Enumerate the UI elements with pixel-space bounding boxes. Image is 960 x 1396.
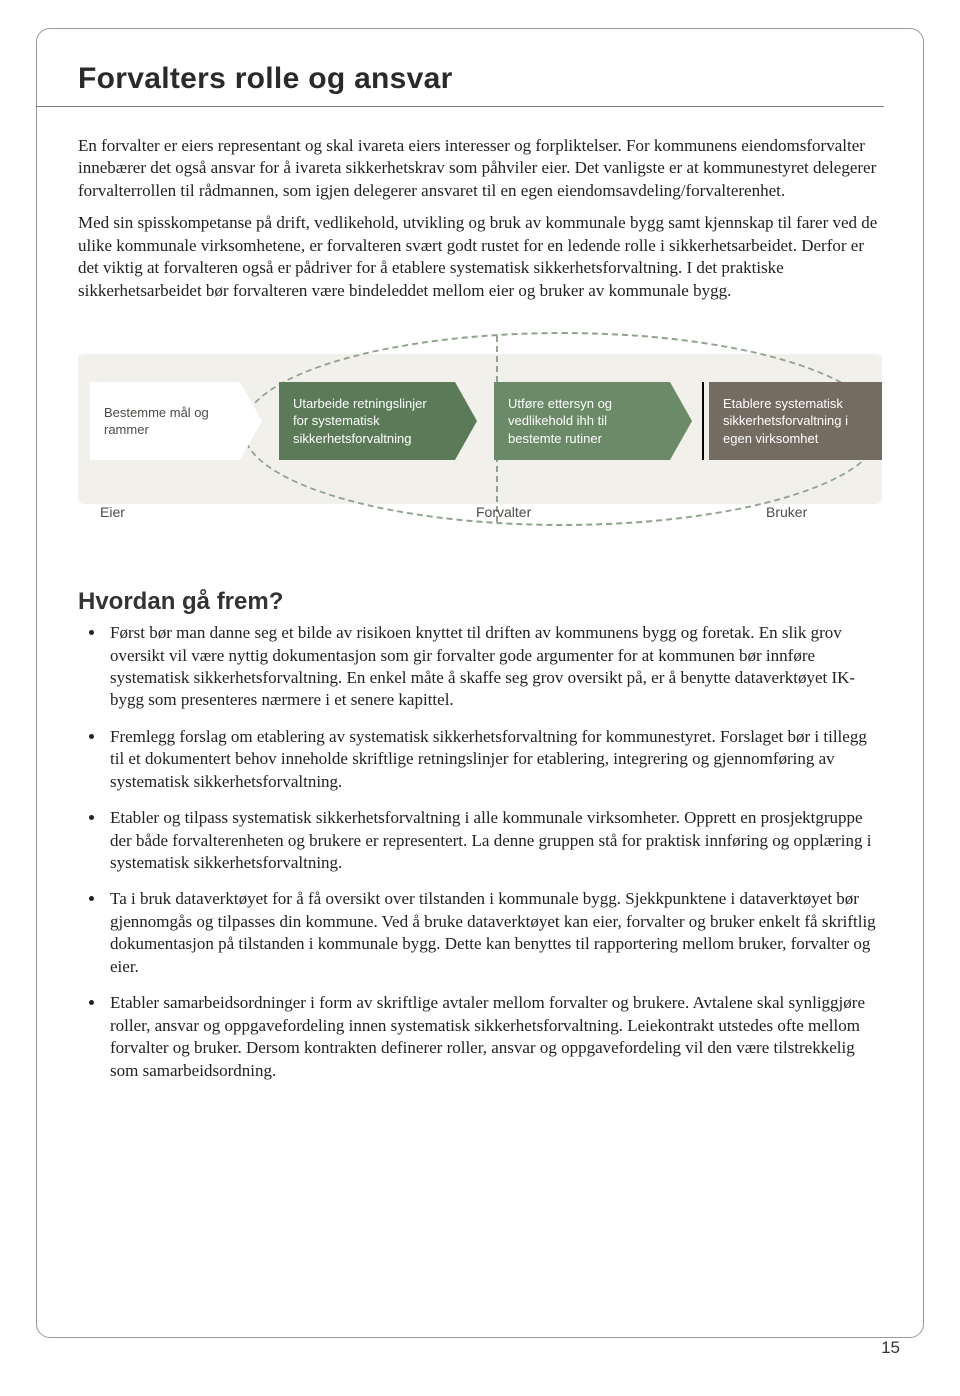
section-heading: Hvordan gå frem? (78, 588, 882, 616)
steps-list-item: Først bør man danne seg et bilde av risi… (106, 622, 882, 712)
diagram-node-3-text: Utføre ettersyn og vedlikehold ihh til b… (508, 395, 652, 448)
diagram-label-forvalter: Forvalter (476, 504, 531, 520)
chevron-3 (670, 382, 692, 460)
diagram-node-4: Etablere systematisk sikkerhetsforvaltni… (709, 382, 882, 460)
diagram-node-4-text: Etablere systematisk sikkerhetsforvaltni… (723, 395, 864, 448)
intro-paragraph-2: Med sin spisskompetanse på drift, vedlik… (78, 212, 882, 302)
steps-list-item: Etabler og tilpass systematisk sikkerhet… (106, 807, 882, 874)
diagram-node-4-divider (702, 382, 704, 460)
steps-list-item: Etabler samarbeidsordninger i form av sk… (106, 992, 882, 1082)
chevron-1 (240, 382, 262, 460)
steps-list-item: Fremlegg forslag om etablering av system… (106, 726, 882, 793)
intro-paragraph-1: En forvalter er eiers representant og sk… (78, 135, 882, 202)
diagram-node-2: Utarbeide retningslinjer for systematisk… (279, 382, 455, 460)
diagram-label-bruker: Bruker (766, 504, 807, 520)
diagram-node-3: Utføre ettersyn og vedlikehold ihh til b… (494, 382, 670, 460)
diagram-node-2-text: Utarbeide retningslinjer for systematisk… (293, 395, 437, 448)
steps-list: Først bør man danne seg et bilde av risi… (78, 622, 882, 1082)
diagram-node-1: Bestemme mål og rammer (90, 382, 240, 460)
chevron-2 (455, 382, 477, 460)
page-title: Forvalters rolle og ansvar (78, 62, 882, 96)
diagram-label-eier: Eier (100, 504, 125, 520)
page-number: 15 (881, 1338, 900, 1358)
diagram-node-1-text: Bestemme mål og rammer (104, 404, 222, 439)
steps-list-item: Ta i bruk dataverktøyet for å få oversik… (106, 888, 882, 978)
page-content: Forvalters rolle og ansvar En forvalter … (78, 62, 882, 1096)
process-diagram: Bestemme mål og rammer Utarbeide retning… (78, 332, 882, 552)
title-rule (36, 106, 884, 107)
